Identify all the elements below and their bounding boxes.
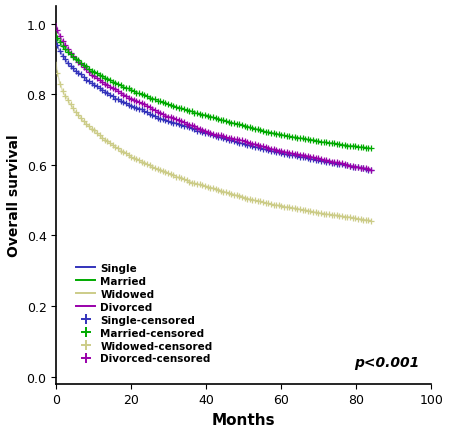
X-axis label: Months: Months [212, 412, 275, 427]
Y-axis label: Overall survival: Overall survival [7, 134, 21, 256]
Legend: Single, Married, Widowed, Divorced, Single-censored, Married-censored, Widowed-c: Single, Married, Widowed, Divorced, Sing… [76, 263, 213, 364]
Text: p<0.001: p<0.001 [355, 355, 420, 369]
